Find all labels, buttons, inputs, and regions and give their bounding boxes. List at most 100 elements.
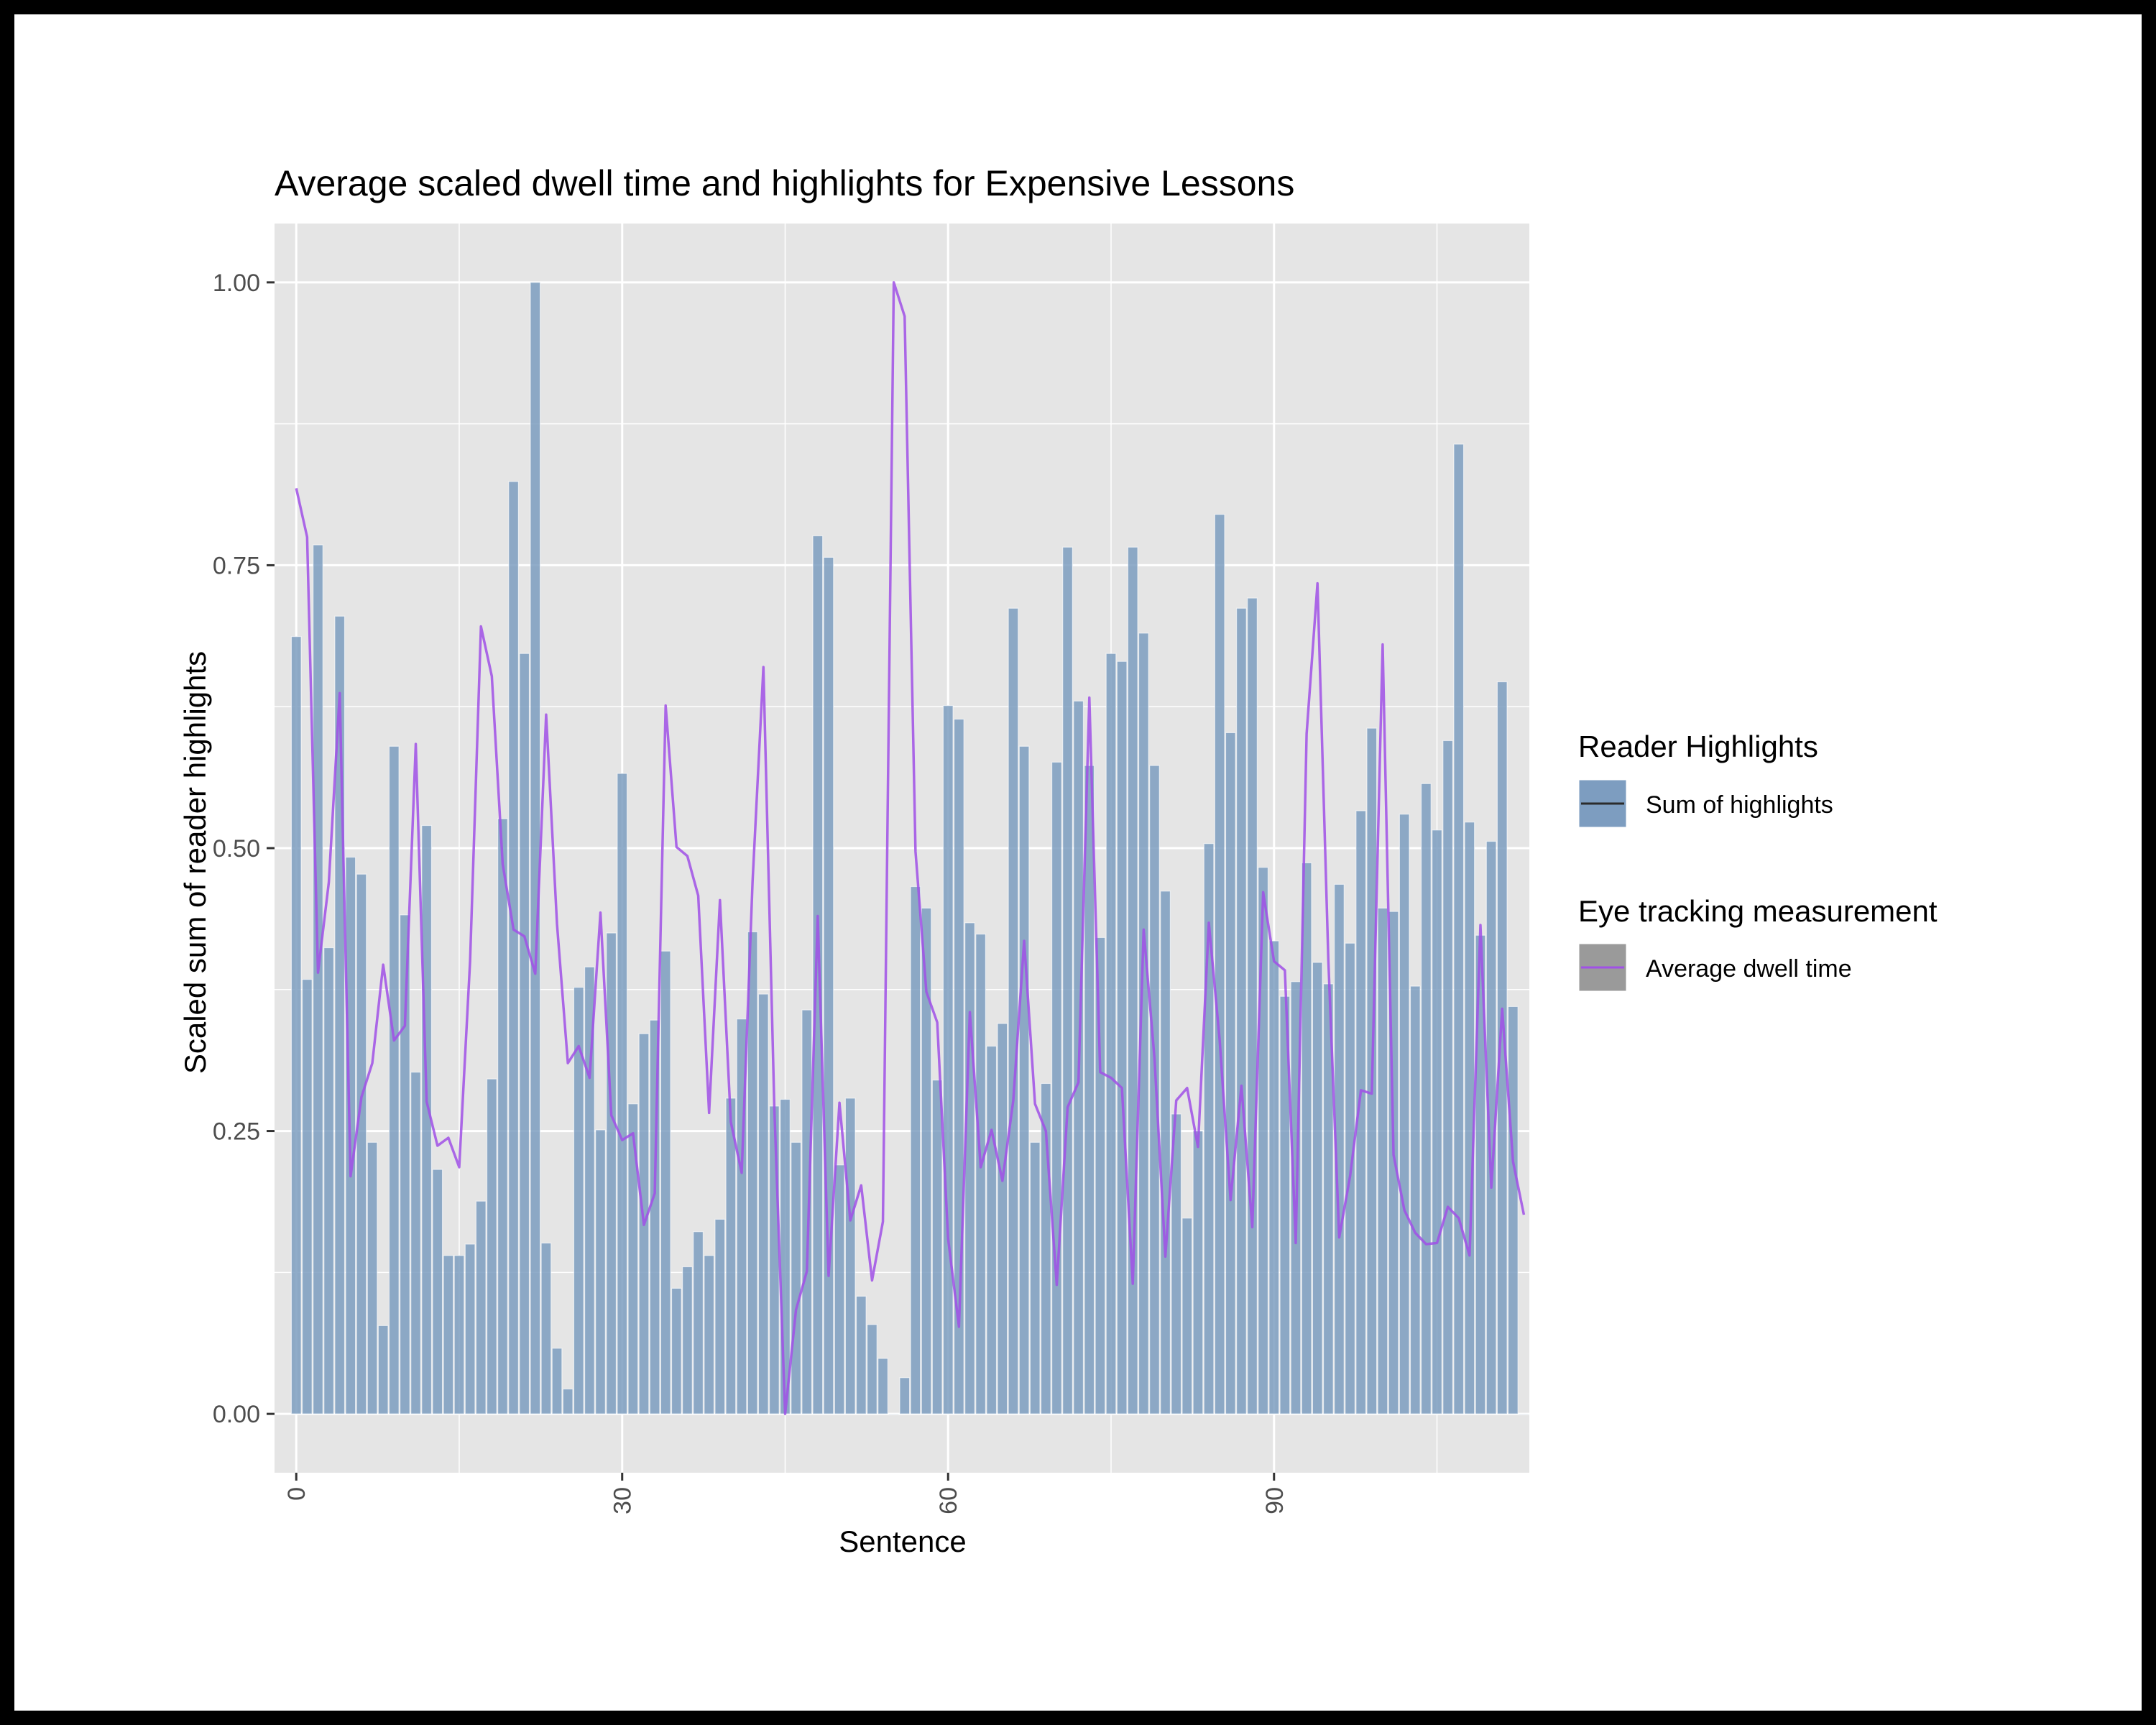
legend-title-highlights: Reader Highlights xyxy=(1578,730,1818,763)
legend: Reader Highlights Sum of highlights Eye … xyxy=(1577,730,1938,993)
bar-sentence-66 xyxy=(1008,607,1019,1414)
bar-sentence-22 xyxy=(530,282,541,1414)
bar-sentence-30 xyxy=(617,773,628,1414)
bar-sentence-18 xyxy=(486,1078,497,1414)
bar-sentence-79 xyxy=(1149,765,1160,1414)
bar-sentence-0 xyxy=(290,636,302,1414)
bar-sentence-51 xyxy=(844,1098,856,1414)
bar-sentence-39 xyxy=(714,1218,726,1414)
bar-sentence-8 xyxy=(377,1325,389,1414)
bar-sentence-65 xyxy=(997,1023,1008,1414)
bar-sentence-78 xyxy=(1138,632,1149,1414)
bar-sentence-88 xyxy=(1247,597,1258,1414)
bar-sentence-59 xyxy=(931,1080,943,1414)
bar-sentence-20 xyxy=(508,481,519,1414)
bar-sentence-94 xyxy=(1312,962,1323,1414)
bar-sentence-6 xyxy=(356,873,367,1414)
bar-sentence-21 xyxy=(519,653,530,1414)
bar-sentence-90 xyxy=(1268,940,1280,1414)
bar-sentence-102 xyxy=(1399,814,1410,1414)
bar-sentence-9 xyxy=(388,745,400,1414)
bar-sentence-47 xyxy=(801,1009,813,1414)
bar-sentence-35 xyxy=(671,1287,682,1414)
bar-sentence-96 xyxy=(1334,883,1345,1414)
y-axis: 0.00 0.25 0.50 0.75 1.00 xyxy=(213,270,275,1428)
bar-sentence-83 xyxy=(1192,1130,1204,1414)
x-tick-label: 90 xyxy=(1261,1487,1289,1514)
bar-sentence-52 xyxy=(855,1295,867,1414)
y-axis-label: Scaled sum of reader highlights xyxy=(178,651,212,1074)
bar-sentence-60 xyxy=(942,705,954,1414)
bar-sentence-40 xyxy=(725,1098,737,1414)
bar-sentence-48 xyxy=(812,535,824,1414)
legend-label-highlights: Sum of highlights xyxy=(1646,791,1833,819)
y-tick-label: 0.00 xyxy=(213,1401,260,1428)
bar-sentence-53 xyxy=(867,1324,877,1414)
bar-sentence-50 xyxy=(834,1164,845,1414)
bar-sentence-1 xyxy=(301,979,313,1414)
bar-sentence-105 xyxy=(1432,829,1442,1414)
bar-sentence-104 xyxy=(1420,783,1432,1414)
bar-sentence-93 xyxy=(1301,862,1312,1414)
bar-sentence-37 xyxy=(693,1231,704,1414)
bar-sentence-27 xyxy=(584,966,595,1414)
bar-sentence-98 xyxy=(1355,810,1367,1414)
bar-sentence-103 xyxy=(1409,985,1421,1414)
bar-sentence-82 xyxy=(1181,1218,1193,1414)
x-tick-label: 30 xyxy=(609,1487,637,1514)
legend-title-eye-tracking: Eye tracking measurement xyxy=(1578,894,1938,928)
bar-sentence-43 xyxy=(757,993,769,1414)
x-tick-label: 60 xyxy=(935,1487,962,1514)
x-axis: 0 30 60 90 xyxy=(283,1473,1289,1514)
chart-title: Average scaled dwell time and highlights… xyxy=(275,163,1294,203)
bar-sentence-71 xyxy=(1062,546,1073,1414)
bar-sentence-17 xyxy=(475,1200,487,1414)
bar-sentence-23 xyxy=(540,1242,552,1414)
y-tick-label: 1.00 xyxy=(213,270,260,297)
bar-sentence-70 xyxy=(1051,761,1062,1414)
bar-sentence-31 xyxy=(627,1103,639,1414)
bar-sentence-45 xyxy=(780,1098,791,1414)
bar-sentence-7 xyxy=(367,1141,378,1414)
bar-sentence-111 xyxy=(1496,681,1508,1414)
bar-sentence-62 xyxy=(964,922,975,1414)
legend-label-dwell: Average dwell time xyxy=(1646,955,1852,983)
bar-sentence-38 xyxy=(704,1255,715,1414)
bar-sentence-106 xyxy=(1442,740,1454,1414)
bar-sentence-63 xyxy=(975,934,986,1414)
x-axis-label: Sentence xyxy=(839,1524,966,1558)
bar-sentence-11 xyxy=(410,1072,421,1414)
figure-canvas: 0.00 0.25 0.50 0.75 1.00 0 30 60 90 Average sca… xyxy=(14,14,2142,1711)
bar-sentence-64 xyxy=(986,1045,998,1414)
bar-sentence-57 xyxy=(910,886,921,1414)
y-tick-label: 0.75 xyxy=(213,552,260,579)
bar-sentence-25 xyxy=(562,1388,573,1414)
bar-sentence-19 xyxy=(497,818,508,1414)
bar-sentence-29 xyxy=(606,932,617,1414)
bar-sentence-80 xyxy=(1160,891,1171,1414)
bar-sentence-28 xyxy=(595,1129,606,1414)
bar-sentence-44 xyxy=(768,1105,780,1414)
y-tick-label: 0.50 xyxy=(213,835,260,862)
bar-sentence-26 xyxy=(573,987,584,1414)
bar-sentence-112 xyxy=(1507,1006,1519,1414)
bar-sentence-73 xyxy=(1084,765,1095,1414)
bar-sentence-49 xyxy=(823,556,834,1414)
bar-sentence-14 xyxy=(443,1255,454,1414)
dwell-time-line xyxy=(295,281,1526,1415)
bar-sentence-75 xyxy=(1105,653,1117,1414)
bar-sentence-2 xyxy=(313,544,323,1414)
bar-sentence-76 xyxy=(1116,661,1128,1414)
bar-sentence-85 xyxy=(1214,513,1225,1414)
bar-sentence-13 xyxy=(432,1169,443,1414)
bar-sentence-54 xyxy=(877,1358,888,1414)
bar-sentence-68 xyxy=(1029,1141,1041,1414)
bar-sentence-86 xyxy=(1225,732,1236,1414)
bar-sentence-46 xyxy=(791,1141,802,1414)
bar-sentence-36 xyxy=(682,1266,693,1414)
bar-sentence-67 xyxy=(1018,745,1030,1414)
bar-sentence-56 xyxy=(899,1377,911,1414)
bar-sentence-10 xyxy=(399,914,410,1414)
bar-sentence-3 xyxy=(323,947,334,1414)
bar-sentence-34 xyxy=(660,950,671,1414)
